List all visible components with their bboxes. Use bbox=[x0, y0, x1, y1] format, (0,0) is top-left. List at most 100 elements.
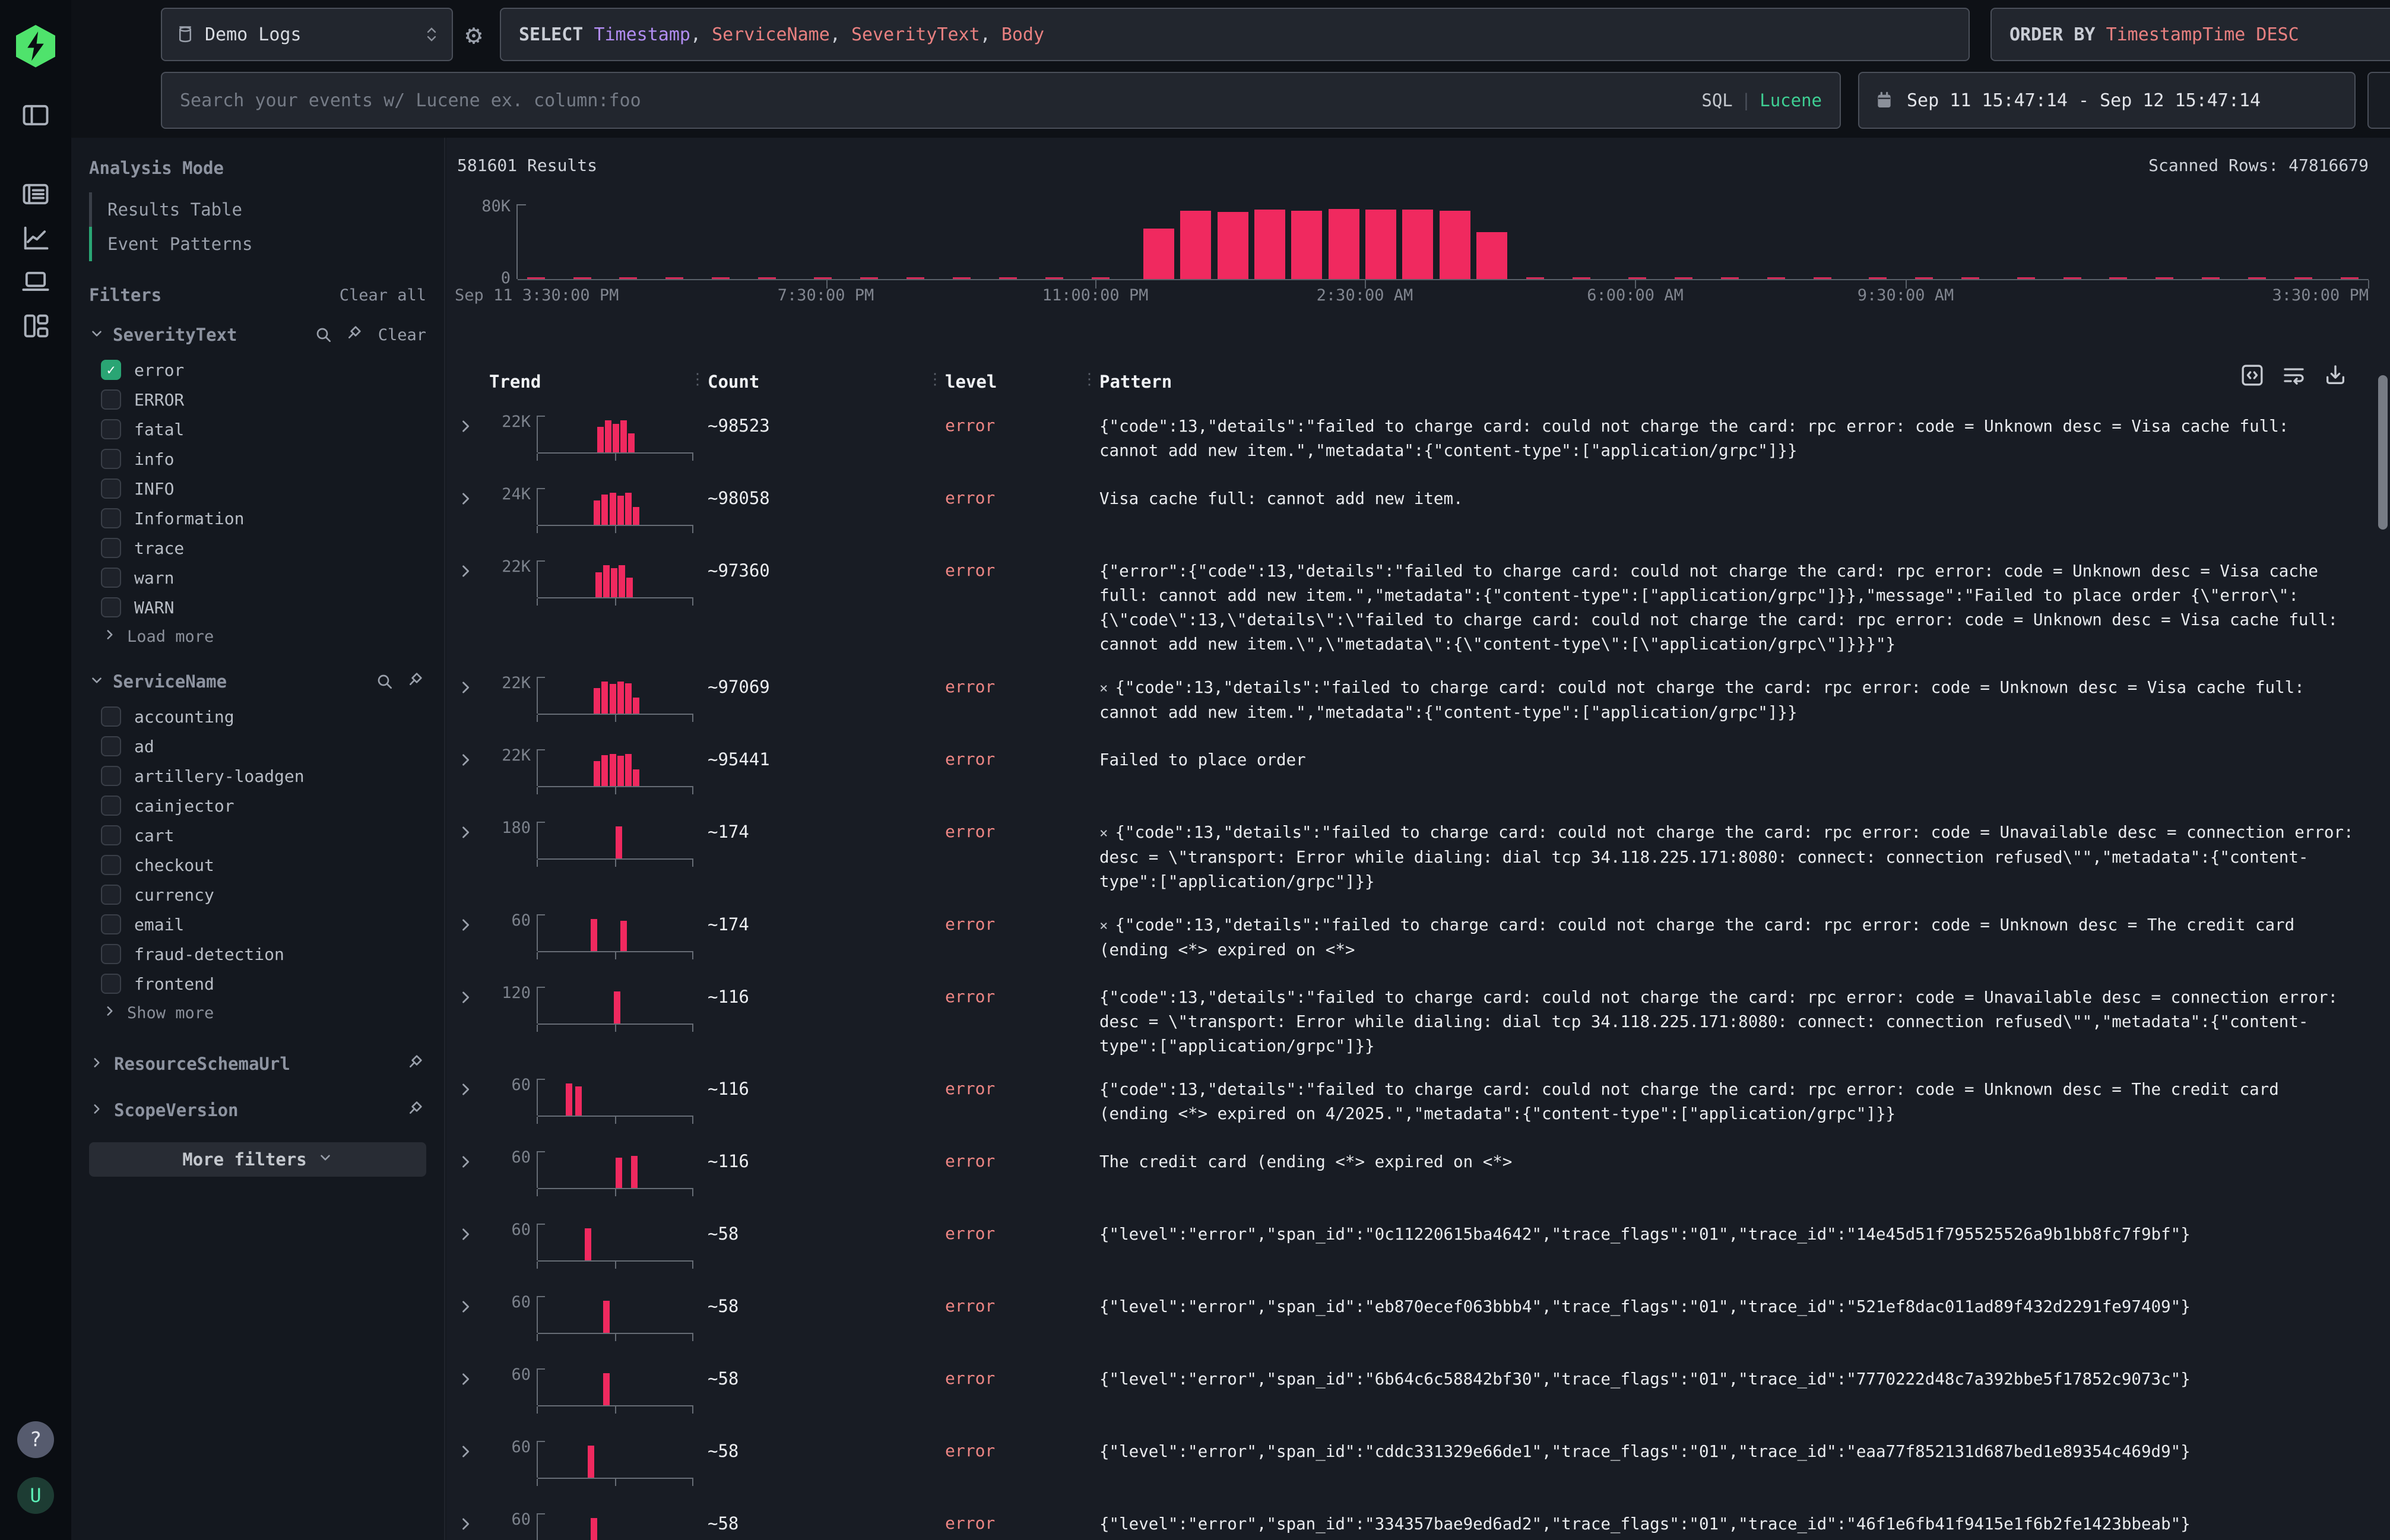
chart-explorer-icon[interactable] bbox=[18, 221, 53, 255]
search-logs-icon[interactable] bbox=[18, 177, 53, 211]
col-count[interactable]: ⋮Count bbox=[708, 372, 945, 392]
checkbox-unchecked[interactable] bbox=[101, 944, 121, 964]
pattern-row[interactable]: 22K~95441errorFailed to place order bbox=[457, 737, 2354, 810]
filter-option-warn[interactable]: WARN bbox=[89, 592, 426, 622]
filter-option-error[interactable]: ERROR bbox=[89, 385, 426, 414]
checkbox-unchecked[interactable] bbox=[101, 479, 121, 499]
checkbox-unchecked[interactable] bbox=[101, 389, 121, 410]
filter-option-fatal[interactable]: fatal bbox=[89, 414, 426, 444]
row-expand-icon[interactable] bbox=[457, 1221, 489, 1245]
code-view-icon[interactable] bbox=[2240, 363, 2264, 387]
mode-lucene-toggle[interactable]: Lucene bbox=[1760, 90, 1822, 110]
pattern-row[interactable]: 60~174error×{"code":13,"details":"failed… bbox=[457, 902, 2354, 975]
checkbox-unchecked[interactable] bbox=[101, 419, 121, 439]
order-by-input[interactable]: ORDER BY TimestampTime DESC bbox=[1990, 8, 2390, 61]
filter-option-checkout[interactable]: checkout bbox=[89, 850, 426, 880]
col-level[interactable]: ⋮level bbox=[945, 372, 1099, 392]
source-select[interactable]: Demo Logs bbox=[161, 8, 453, 61]
pattern-row[interactable]: 60~58error{"level":"error","span_id":"6b… bbox=[457, 1357, 2354, 1429]
filter-option-cainjector[interactable]: cainjector bbox=[89, 791, 426, 820]
filter-option-info[interactable]: info bbox=[89, 444, 426, 474]
row-expand-icon[interactable] bbox=[457, 912, 489, 936]
pin-icon[interactable] bbox=[346, 325, 365, 344]
help-button[interactable]: ? bbox=[17, 1421, 54, 1458]
checkbox-unchecked[interactable] bbox=[101, 885, 121, 905]
row-expand-icon[interactable] bbox=[457, 1438, 489, 1462]
filter-option-trace[interactable]: trace bbox=[89, 533, 426, 563]
search-icon[interactable] bbox=[314, 325, 333, 344]
checkbox-unchecked[interactable] bbox=[101, 538, 121, 558]
filter-option-artillery-loadgen[interactable]: artillery-loadgen bbox=[89, 761, 426, 791]
row-expand-icon[interactable] bbox=[457, 984, 489, 1008]
checkbox-unchecked[interactable] bbox=[101, 914, 121, 934]
pin-icon[interactable] bbox=[407, 672, 426, 691]
pattern-row[interactable]: 60~58error{"level":"error","span_id":"33… bbox=[457, 1501, 2354, 1540]
pin-icon[interactable] bbox=[407, 1101, 426, 1120]
sidebar-toggle-icon[interactable] bbox=[18, 98, 53, 132]
source-settings-button[interactable]: ⚙ bbox=[456, 14, 492, 55]
checkbox-unchecked[interactable] bbox=[101, 597, 121, 617]
pattern-row[interactable]: 60~116error{"code":13,"details":"failed … bbox=[457, 1067, 2354, 1139]
checkbox-unchecked[interactable] bbox=[101, 855, 121, 875]
vertical-scrollbar[interactable] bbox=[2378, 375, 2388, 530]
checkbox-unchecked[interactable] bbox=[101, 449, 121, 469]
checkbox-checked[interactable]: ✓ bbox=[101, 360, 121, 380]
mode-sql-toggle[interactable]: SQL bbox=[1701, 90, 1732, 110]
mode-event-patterns[interactable]: Event Patterns bbox=[89, 227, 426, 261]
results-histogram[interactable]: 80K 0 bbox=[516, 204, 2369, 279]
download-icon[interactable] bbox=[2324, 363, 2347, 387]
wrap-text-icon[interactable] bbox=[2282, 363, 2306, 387]
row-expand-icon[interactable] bbox=[457, 1511, 489, 1535]
row-expand-icon[interactable] bbox=[457, 1294, 489, 1317]
filter-option-fraud-detection[interactable]: fraud-detection bbox=[89, 939, 426, 969]
filter-option-error[interactable]: ✓error bbox=[89, 355, 426, 385]
checkbox-unchecked[interactable] bbox=[101, 825, 121, 845]
pattern-row[interactable]: 60~116errorThe credit card (ending <*> e… bbox=[457, 1139, 2354, 1212]
run-query-button[interactable]: ▷ bbox=[2367, 72, 2390, 129]
checkbox-unchecked[interactable] bbox=[101, 736, 121, 756]
pattern-row[interactable]: 120~116error{"code":13,"details":"failed… bbox=[457, 975, 2354, 1067]
row-expand-icon[interactable] bbox=[457, 747, 489, 771]
row-expand-icon[interactable] bbox=[457, 1076, 489, 1100]
search-input[interactable] bbox=[180, 90, 1701, 111]
pattern-row[interactable]: 60~58error{"level":"error","span_id":"cd… bbox=[457, 1429, 2354, 1501]
filter-option-information[interactable]: Information bbox=[89, 503, 426, 533]
row-expand-icon[interactable] bbox=[457, 413, 489, 437]
checkbox-unchecked[interactable] bbox=[101, 706, 121, 727]
filter-option-ad[interactable]: ad bbox=[89, 731, 426, 761]
hyperdx-logo-icon[interactable] bbox=[16, 25, 55, 68]
col-pattern[interactable]: ⋮Pattern bbox=[1099, 372, 2354, 392]
pattern-row[interactable]: 60~58error{"level":"error","span_id":"0c… bbox=[457, 1212, 2354, 1284]
pattern-row[interactable]: 22K~97360error{"error":{"code":13,"detai… bbox=[457, 549, 2354, 665]
filter-option-info[interactable]: INFO bbox=[89, 474, 426, 503]
filter-option-frontend[interactable]: frontend bbox=[89, 969, 426, 999]
time-range-picker[interactable]: Sep 11 15:47:14 - Sep 12 15:47:14 bbox=[1858, 72, 2356, 129]
mode-results-table[interactable]: Results Table bbox=[89, 192, 426, 227]
filter-option-email[interactable]: email bbox=[89, 910, 426, 939]
checkbox-unchecked[interactable] bbox=[101, 508, 121, 528]
checkbox-unchecked[interactable] bbox=[101, 796, 121, 816]
pattern-row[interactable]: 22K~98523error{"code":13,"details":"fail… bbox=[457, 404, 2354, 476]
pattern-row[interactable]: 22K~97069error×{"code":13,"details":"fai… bbox=[457, 665, 2354, 737]
scopeversion-group-header[interactable]: ScopeVersion bbox=[89, 1089, 426, 1132]
checkbox-unchecked[interactable] bbox=[101, 974, 121, 994]
row-expand-icon[interactable] bbox=[457, 1366, 489, 1390]
service-show-more[interactable]: Show more bbox=[89, 999, 426, 1027]
search-icon[interactable] bbox=[375, 672, 394, 691]
row-expand-icon[interactable] bbox=[457, 674, 489, 698]
pattern-row[interactable]: 180~174error×{"code":13,"details":"faile… bbox=[457, 810, 2354, 902]
dashboards-icon[interactable] bbox=[18, 309, 53, 343]
filter-option-cart[interactable]: cart bbox=[89, 820, 426, 850]
row-expand-icon[interactable] bbox=[457, 486, 489, 509]
severity-group-header[interactable]: SeverityText Clear bbox=[89, 322, 426, 348]
select-columns-input[interactable]: SELECT Timestamp, ServiceName, SeverityT… bbox=[500, 8, 1970, 61]
checkbox-unchecked[interactable] bbox=[101, 568, 121, 588]
row-expand-icon[interactable] bbox=[457, 819, 489, 843]
clear-all-button[interactable]: Clear all bbox=[340, 286, 426, 305]
filter-option-accounting[interactable]: accounting bbox=[89, 702, 426, 731]
service-group-header[interactable]: ServiceName bbox=[89, 668, 426, 695]
sessions-laptop-icon[interactable] bbox=[18, 265, 53, 299]
row-expand-icon[interactable] bbox=[457, 1149, 489, 1173]
col-trend[interactable]: Trend bbox=[489, 372, 708, 392]
severity-clear-button[interactable]: Clear bbox=[378, 326, 426, 344]
